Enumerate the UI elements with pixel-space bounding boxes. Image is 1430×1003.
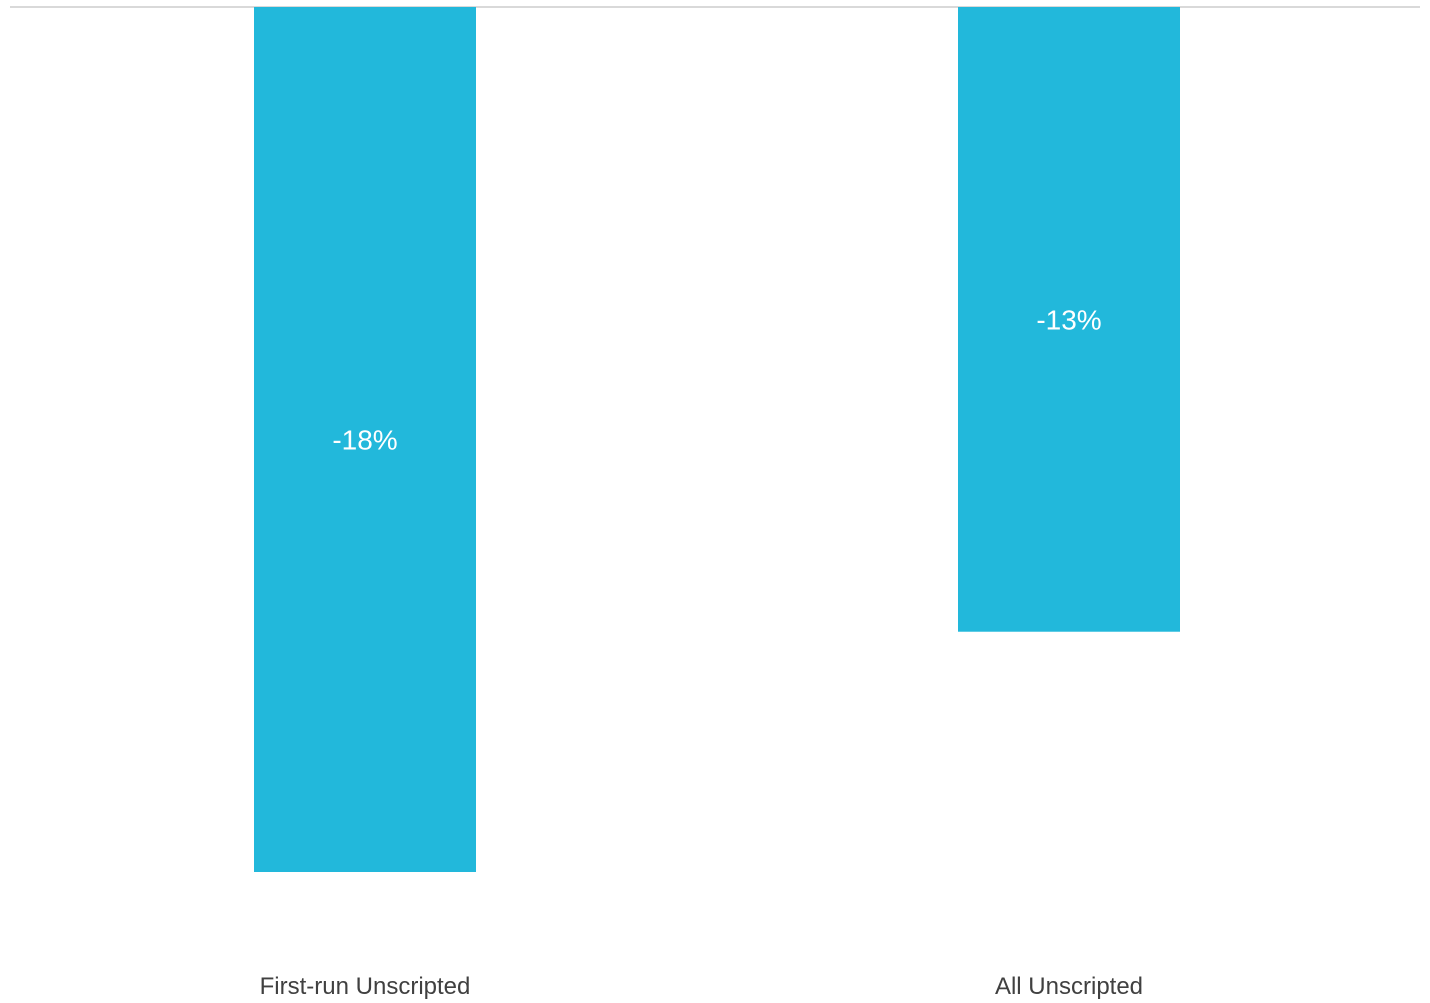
data-label-1: -18% — [332, 425, 397, 456]
category-label-2: All Unscripted — [995, 973, 1143, 1000]
category-label-1: First-run Unscripted — [260, 973, 471, 1000]
data-label-2: -13% — [1036, 304, 1101, 335]
bar-2 — [958, 7, 1180, 632]
labels-group: -18% First-run Unscripted -13% All Unscript… — [260, 304, 1143, 1000]
bars-group — [254, 7, 1180, 872]
bar-1 — [254, 7, 476, 872]
